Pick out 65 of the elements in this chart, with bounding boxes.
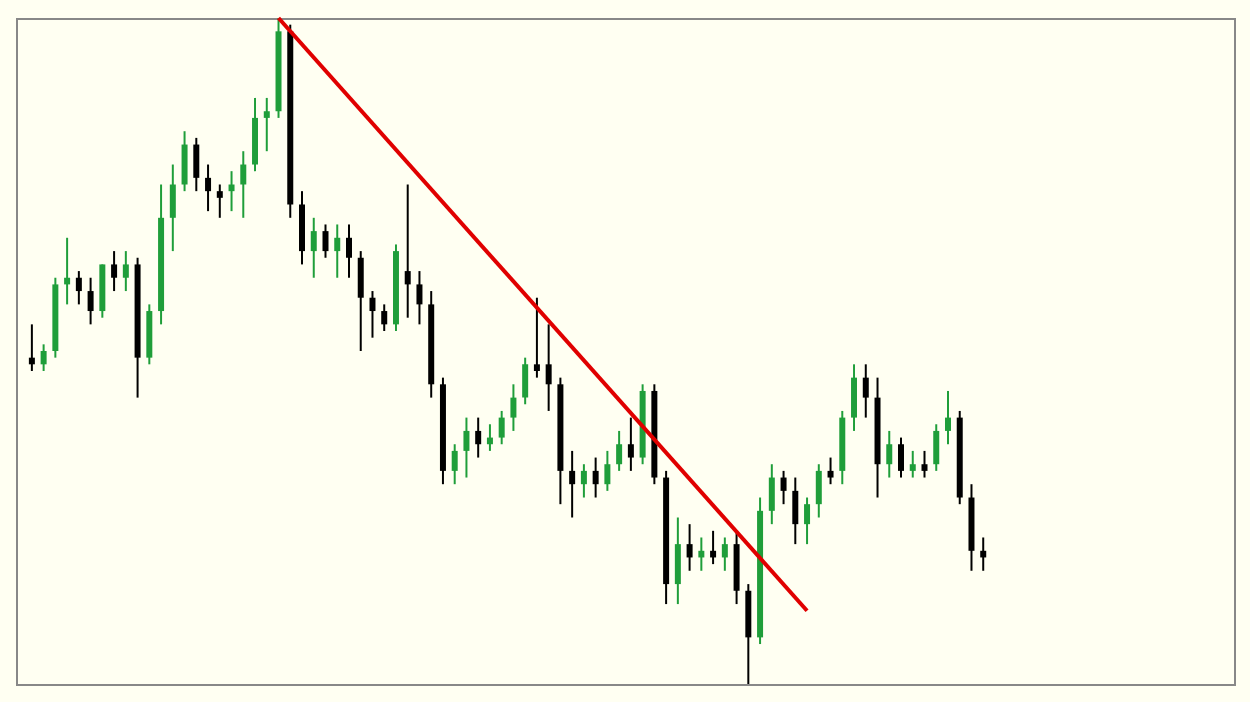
- candlestick: [909, 449, 916, 479]
- candlestick: [921, 449, 928, 479]
- candlestick: [569, 449, 576, 519]
- candlestick: [933, 423, 940, 472]
- candlestick: [99, 263, 106, 319]
- candlestick: [886, 429, 893, 479]
- candlestick: [381, 303, 388, 333]
- candlestick: [721, 536, 728, 572]
- candlestick: [733, 529, 740, 606]
- candlestick: [522, 356, 529, 406]
- candlestick: [87, 276, 94, 326]
- candlestick: [64, 236, 71, 306]
- candlestick: [205, 163, 212, 213]
- candlestick: [898, 436, 905, 479]
- candlestick: [674, 516, 681, 606]
- candlestick: [263, 96, 270, 153]
- candlestick: [545, 323, 552, 412]
- candlestick: [299, 190, 306, 266]
- candlestick: [815, 463, 822, 519]
- candlestick: [498, 409, 505, 446]
- candlestick: [28, 323, 35, 372]
- candlestick: [980, 536, 987, 572]
- candlestick: [181, 130, 188, 193]
- candlestick: [122, 250, 129, 293]
- candlestick: [944, 389, 951, 446]
- candlestick: [533, 296, 540, 379]
- candlestick: [745, 583, 752, 685]
- candlestick: [475, 416, 482, 459]
- candlestick: [627, 416, 634, 472]
- candlestick: [345, 223, 352, 279]
- candlestick: [780, 469, 787, 506]
- candlestick: [510, 383, 517, 432]
- candlestick: [710, 529, 717, 566]
- candlestick: [75, 270, 82, 306]
- candlestick: [698, 536, 705, 572]
- candlestick: [616, 429, 623, 472]
- candlestick: [792, 476, 799, 546]
- candlestick: [310, 216, 317, 279]
- candlestick: [416, 270, 423, 326]
- candlestick: [404, 183, 411, 319]
- candlestick: [463, 416, 470, 479]
- candlestick: [604, 449, 611, 492]
- candlestick: [146, 303, 153, 366]
- candlestick: [111, 250, 118, 293]
- candlestick: [40, 343, 47, 372]
- candlestick: [334, 223, 341, 279]
- candlestick: [228, 170, 235, 213]
- candlestick: [804, 496, 811, 546]
- candlestick: [369, 290, 376, 339]
- candlestick: [862, 363, 869, 419]
- candlestick: [169, 163, 176, 253]
- candlestick: [486, 423, 493, 452]
- candlestick: [451, 443, 458, 486]
- candlestick: [252, 96, 259, 173]
- candlestick: [322, 223, 329, 259]
- candlestick: [686, 523, 693, 572]
- candlestick: [193, 136, 200, 193]
- candlestick: [851, 363, 858, 432]
- candlestick: [240, 150, 247, 219]
- candlestick: [768, 463, 775, 526]
- candlestick: [357, 250, 364, 352]
- candlestick: [580, 463, 587, 499]
- candlestick: [216, 183, 223, 219]
- candlestick: [592, 456, 599, 499]
- candlestick: [827, 456, 834, 486]
